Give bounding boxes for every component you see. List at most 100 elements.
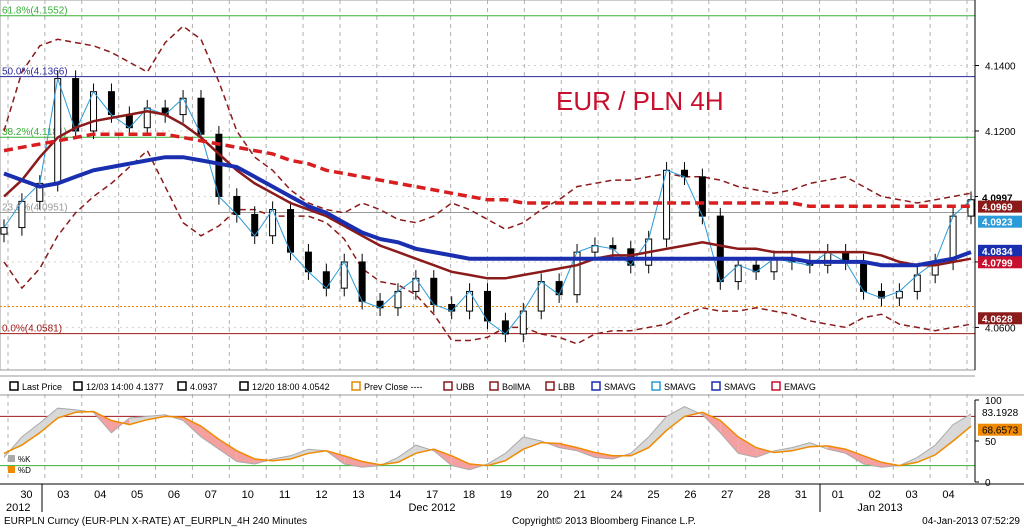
legend-swatch xyxy=(489,381,499,391)
candle-down xyxy=(72,78,80,132)
sma-line xyxy=(3,155,972,268)
price-tag-box xyxy=(978,191,1022,204)
candle-up xyxy=(0,227,8,235)
date-axis-label: 05 xyxy=(131,489,143,501)
date-axis-label: 13 xyxy=(352,489,364,501)
oscillator-fill xyxy=(720,420,739,454)
legend-swatch xyxy=(73,381,83,391)
price-axis: 4.0600 4.1200 4.1400 xyxy=(974,0,1016,370)
legend-swatch xyxy=(443,381,453,391)
date-axis-label: 14 xyxy=(389,489,401,501)
legend-label: SMAVG xyxy=(724,382,756,392)
candle-down xyxy=(698,176,706,217)
legend-label: SMAVG xyxy=(664,382,696,392)
candle-up xyxy=(54,78,62,184)
moving-averages xyxy=(3,110,972,280)
date-axis-month-label: 2012 xyxy=(6,502,30,514)
footer-timestamp: 04-Jan-2013 07:52:29 xyxy=(922,516,1020,527)
oscillator-tag-value: 68.6573 xyxy=(982,426,1019,437)
oscillator-fill xyxy=(756,447,775,458)
date-axis-label: 25 xyxy=(647,489,659,501)
fib-level-label: 50.0%(4.1366) xyxy=(2,67,68,78)
date-axis-month-label: Jan 2013 xyxy=(857,502,902,514)
oscillator-fill xyxy=(666,406,685,431)
bollinger-middle-line xyxy=(3,110,972,280)
price-tag-value: 4.0923 xyxy=(982,218,1013,229)
oscillator-fill xyxy=(129,416,148,425)
oscillator-legend-swatch xyxy=(8,455,15,462)
legend-swatch xyxy=(711,381,721,391)
ema-line xyxy=(3,132,971,209)
oscillator-legend-label: %D xyxy=(18,466,31,475)
legend-label: Last Price xyxy=(22,382,62,392)
legend-swatch xyxy=(771,381,781,391)
date-axis: 30 03 04 05 06 07 10 11 12 13 14 17 18 19 20 21 24 25 26 27… xyxy=(0,483,1024,514)
date-axis-month-label: Dec 2012 xyxy=(408,502,455,514)
stoch-d-line xyxy=(3,410,972,467)
price-tag-value: 4.0834 xyxy=(982,247,1013,258)
legend-swatch xyxy=(239,381,249,391)
date-axis-label: 20 xyxy=(537,489,549,501)
date-axis-label: 12 xyxy=(315,489,327,501)
legend-swatch xyxy=(545,381,555,391)
fib-level-label: 0.0%(4.0581) xyxy=(2,324,62,335)
candle-up xyxy=(537,281,545,312)
oscillator-fill xyxy=(935,424,954,455)
date-axis-label: 04 xyxy=(942,489,954,501)
fib-level-label: 23.6%(4.0951) xyxy=(2,203,68,214)
date-axis-label: 18 xyxy=(463,489,475,501)
legend-swatch xyxy=(591,381,601,391)
date-axis-label: 28 xyxy=(758,489,770,501)
oscillator-tag-box xyxy=(978,423,1022,436)
candle-up xyxy=(949,215,957,263)
legend-row: Last Price 12/03 14:00 4.1377 4.0937 12/20 … xyxy=(0,375,1024,396)
fibonacci-levels: 61.8%(4.1552) 50.0%(4.1366) 38.2%(4.1181) 2… xyxy=(0,6,975,335)
legend-label: 12/20 18:00 4.0542 xyxy=(252,382,330,392)
candle-down xyxy=(716,215,724,283)
oscillator-fill xyxy=(559,443,578,451)
lower-bollinger-band xyxy=(3,149,972,345)
date-axis-label: 24 xyxy=(610,489,622,501)
oscillator-legend-swatch xyxy=(8,466,15,473)
candlesticks xyxy=(0,70,975,343)
date-axis-label: 17 xyxy=(426,489,438,501)
main-grid xyxy=(0,0,976,482)
footer-copyright: Copyright© 2013 Bloomberg Finance L.P. xyxy=(512,516,696,527)
price-axis-label: 4.1200 xyxy=(985,127,1016,138)
oscillator-fill xyxy=(57,408,76,419)
legend-label: EMAVG xyxy=(784,382,816,392)
oscillator-fill xyxy=(917,445,936,463)
price-tag-value: 4.0799 xyxy=(982,258,1013,269)
stoch-k-line xyxy=(3,406,972,471)
fib-level-label: 61.8%(4.1552) xyxy=(2,6,68,17)
oscillator-legend-label: %K xyxy=(18,455,31,464)
price-axis-label: 4.0600 xyxy=(985,323,1016,334)
oscillator-fill xyxy=(953,413,971,441)
price-tag-box xyxy=(978,215,1022,228)
date-axis-label: 03 xyxy=(906,489,918,501)
legend-label: LBB xyxy=(558,382,575,392)
oscillator-fill xyxy=(827,445,846,454)
candle-down xyxy=(287,209,295,253)
legend-swatch xyxy=(351,381,361,391)
price-tag-value: 4.0628 xyxy=(982,314,1013,325)
date-axis-label: 26 xyxy=(684,489,696,501)
oscillator-axis-label: 100 xyxy=(985,396,1002,407)
oscillator-fill xyxy=(290,449,309,460)
oscillator-fill xyxy=(648,416,667,448)
oscillator-fill xyxy=(738,436,757,458)
oscillator-tag-box xyxy=(978,405,1022,418)
oscillator-fill xyxy=(200,426,219,450)
bollinger-bands xyxy=(3,25,972,345)
legend-label: 12/03 14:00 4.1377 xyxy=(86,382,164,392)
legend-label: Prev Close ---- xyxy=(364,382,423,392)
price-tag-value: 4.0969 xyxy=(982,203,1013,214)
legend-swatch xyxy=(651,381,661,391)
price-tag-box xyxy=(978,256,1022,269)
candle-up xyxy=(90,91,98,132)
upper-bollinger-band xyxy=(3,25,972,231)
footer-security: EURPLN Curncy (EUR-PLN X-RATE) AT_EURPLN… xyxy=(4,516,307,527)
